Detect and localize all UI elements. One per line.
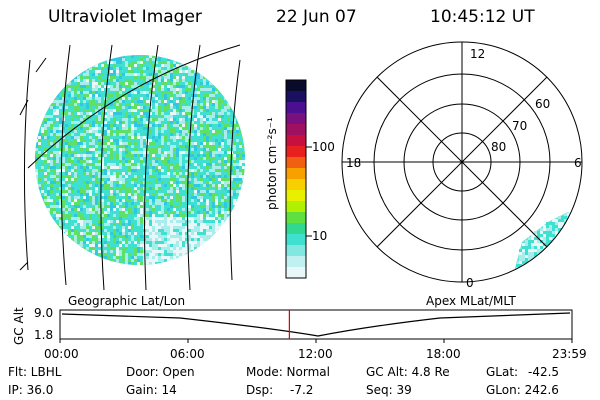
ip-info: IP: 36.0 <box>8 383 54 397</box>
mlat-label-70: 70 <box>512 119 528 133</box>
glon-info: GLon: 242.6 <box>486 383 559 397</box>
door-info: Door: Open <box>126 365 195 379</box>
date-label: 22 Jun 07 <box>276 7 357 27</box>
instrument-title: Ultraviolet Imager <box>48 7 202 27</box>
dsp-value: -7.2 <box>290 383 314 397</box>
y-tick-9: 9.0 <box>34 306 54 320</box>
time-label: 10:45:12 UT <box>430 7 535 27</box>
apex-polar-plot <box>341 41 583 283</box>
colorbar-tick-100: 100 <box>312 140 335 154</box>
mlt-label-12: 12 <box>470 47 486 61</box>
x-tick-0000: 00:00 <box>44 347 79 361</box>
x-tick-1200: 12:00 <box>298 347 333 361</box>
geographic-grid <box>19 44 241 290</box>
dsp-label: Dsp: <box>246 383 274 397</box>
mlt-label-0: 0 <box>466 276 474 290</box>
mlat-label-80: 80 <box>491 140 507 154</box>
mode-info: Mode: Normal <box>246 365 330 379</box>
x-tick-2359: 23:59 <box>552 347 587 361</box>
colorbar-tick-10: 10 <box>312 229 328 243</box>
gc-alt-info: GC Alt: 4.8 Re <box>366 365 450 379</box>
y-tick-1-8: 1.8 <box>34 328 54 342</box>
glat-label: GLat: <box>486 365 519 379</box>
mlt-label-18: 18 <box>346 156 362 170</box>
apex-label: Apex MLat/MLT <box>426 294 516 308</box>
seq-info: Seq: 39 <box>366 383 412 397</box>
filter-info: Flt: LBHL <box>8 365 62 379</box>
geographic-label: Geographic Lat/Lon <box>68 294 186 308</box>
geographic-image <box>35 55 245 265</box>
mlt-label-6: 6 <box>574 156 582 170</box>
x-tick-0600: 06:00 <box>170 347 205 361</box>
colorbar-unit-label: photon cm⁻²s⁻¹ <box>265 117 279 210</box>
mlat-label-60: 60 <box>535 97 551 111</box>
colorbar <box>286 80 306 279</box>
altitude-timeline <box>59 309 573 343</box>
gain-info: Gain: 14 <box>126 383 177 397</box>
gc-alt-axis-label: GC Alt <box>12 307 26 345</box>
x-tick-1800: 18:00 <box>426 347 461 361</box>
glat-value: -42.5 <box>528 365 560 379</box>
